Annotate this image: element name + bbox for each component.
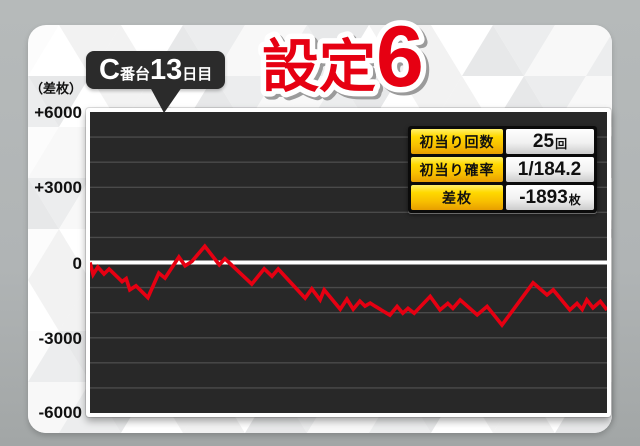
y-tick-plus6000: +6000 <box>34 103 82 122</box>
machine-suffix: 番台 <box>119 66 150 83</box>
day-suffix: 日目 <box>182 66 213 83</box>
setting-title-shadow: 設定6 <box>265 12 427 108</box>
stats-table: 初当り回数 25 回 初当り確率 1/184.2 差枚 -1893 枚 <box>408 126 597 213</box>
stat-unit-text: 枚 <box>568 193 581 207</box>
stat-label-medal-diff: 差枚 <box>411 185 503 210</box>
setting-title-text: 設定6 <box>262 9 424 105</box>
y-tick-zero: 0 <box>72 254 82 273</box>
machine-day-badge: C 番台 13 日目 <box>86 51 226 89</box>
stat-value-text: -1893 <box>519 186 568 208</box>
stat-value-text: 1/184.2 <box>517 158 582 180</box>
y-axis-unit-label: （差枚） <box>29 81 82 96</box>
y-tick-plus3000: +3000 <box>34 178 82 197</box>
stat-value-text: 25 <box>532 130 555 152</box>
stat-label-first-hit-count: 初当り回数 <box>411 129 503 154</box>
setting-title: 設定6 設定6 <box>257 6 433 108</box>
stat-value-medal-diff: -1893 枚 <box>506 185 594 210</box>
y-tick-minus6000: -6000 <box>38 403 82 422</box>
stat-unit-text: 回 <box>555 137 568 151</box>
stat-value-first-hit-rate: 1/184.2 <box>506 157 594 182</box>
day-number: 13 <box>149 54 183 86</box>
machine-letter: C <box>99 54 120 86</box>
y-tick-minus3000: -3000 <box>38 329 82 348</box>
badge-tail-pointer <box>150 87 182 113</box>
stat-label-first-hit-rate: 初当り確率 <box>411 157 503 182</box>
stat-value-first-hit-count: 25 回 <box>506 129 594 154</box>
slump-chart-svg <box>90 136 607 389</box>
